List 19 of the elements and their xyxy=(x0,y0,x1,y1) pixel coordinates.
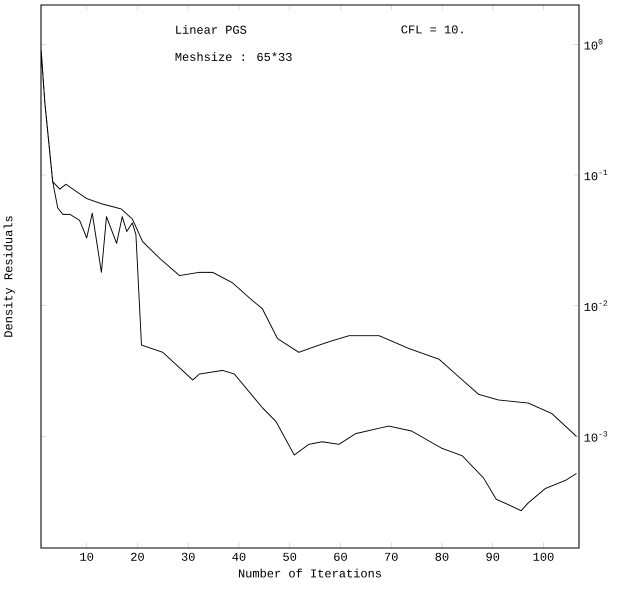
x-tick-label: 80 xyxy=(436,552,448,561)
y-tick-label: 10$^{-2}$ xyxy=(584,300,608,311)
x-tick-label: 100 xyxy=(534,552,554,561)
annotation: Linear PGS xyxy=(176,25,246,34)
x-tick-label: 10 xyxy=(80,552,94,561)
x-tick-label: 70 xyxy=(384,552,398,561)
x-tick-label: 60 xyxy=(334,552,347,561)
y-axis-title: Density Residuals xyxy=(4,216,15,337)
x-tick-label: 20 xyxy=(131,552,144,561)
y-tick-label: 10$^{-1}$ xyxy=(584,170,608,180)
x-tick-label: 50 xyxy=(283,552,296,561)
annotation: CFL = 10. xyxy=(401,25,463,34)
x-axis-title: Number of Iterations xyxy=(238,568,381,578)
x-tick-label: 30 xyxy=(182,552,195,561)
x-tick-label: 40 xyxy=(232,552,246,561)
annotation: Meshsize : 65*33 xyxy=(176,52,292,61)
y-tick-label: 10$^{-3}$ xyxy=(584,431,608,442)
y-tick-label: 10$^{0}$ xyxy=(584,39,602,50)
x-tick-label: 90 xyxy=(486,552,500,561)
